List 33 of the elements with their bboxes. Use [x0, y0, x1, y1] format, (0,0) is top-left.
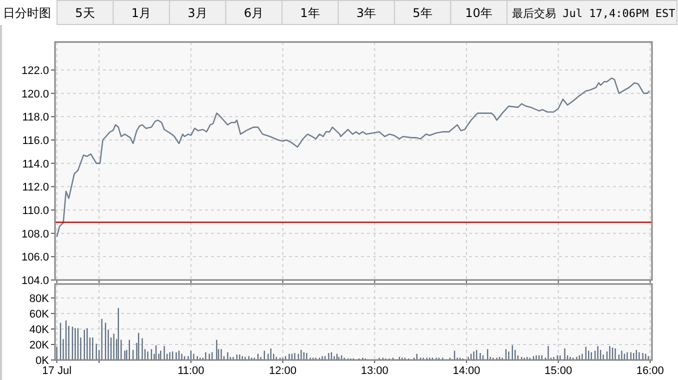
text: 日分时图: [3, 6, 51, 20]
y-tick-label: 60K: [29, 308, 50, 320]
y-tick-label: 118.0: [22, 112, 49, 124]
text: 最后交易 Jul 17,4:06PM EST: [512, 7, 676, 20]
y-tick-label: 112.0: [22, 182, 49, 194]
y-tick-label: 108.0: [21, 228, 49, 240]
y-tick-label: 104.0: [21, 275, 49, 287]
x-tick-label: 12:00: [269, 365, 297, 377]
text: 5年: [412, 6, 432, 20]
text: 1月: [131, 6, 152, 20]
y-tick-label: 116.0: [22, 135, 49, 147]
y-tick-label: 110.0: [22, 205, 49, 217]
text: 3月: [188, 6, 208, 20]
text: 10年: [465, 6, 492, 20]
text: 6月: [244, 6, 264, 20]
line-series: [56, 78, 650, 238]
x-tick-label: 11:00: [178, 365, 204, 377]
y-tick-label: 0K: [36, 355, 50, 367]
x-tick-label: 16:00: [636, 365, 664, 377]
text: 5天: [75, 6, 95, 20]
x-tick-label: 13:00: [360, 365, 388, 377]
x-tick-label: 17 Jul: [42, 365, 72, 377]
x-tick-label: 14:00: [452, 365, 480, 377]
y-tick-label: 40K: [29, 324, 50, 336]
text: 3年: [356, 6, 376, 20]
text: 1年: [300, 6, 320, 20]
x-tick-label: 15:00: [544, 365, 572, 377]
y-tick-label: 106.0: [21, 252, 49, 264]
y-tick-label: 120.0: [21, 88, 49, 100]
y-tick-label: 80K: [29, 292, 50, 305]
y-tick-label: 114.0: [22, 158, 49, 170]
y-tick-label: 122.0: [21, 65, 49, 77]
y-tick-label: 20K: [29, 339, 50, 352]
